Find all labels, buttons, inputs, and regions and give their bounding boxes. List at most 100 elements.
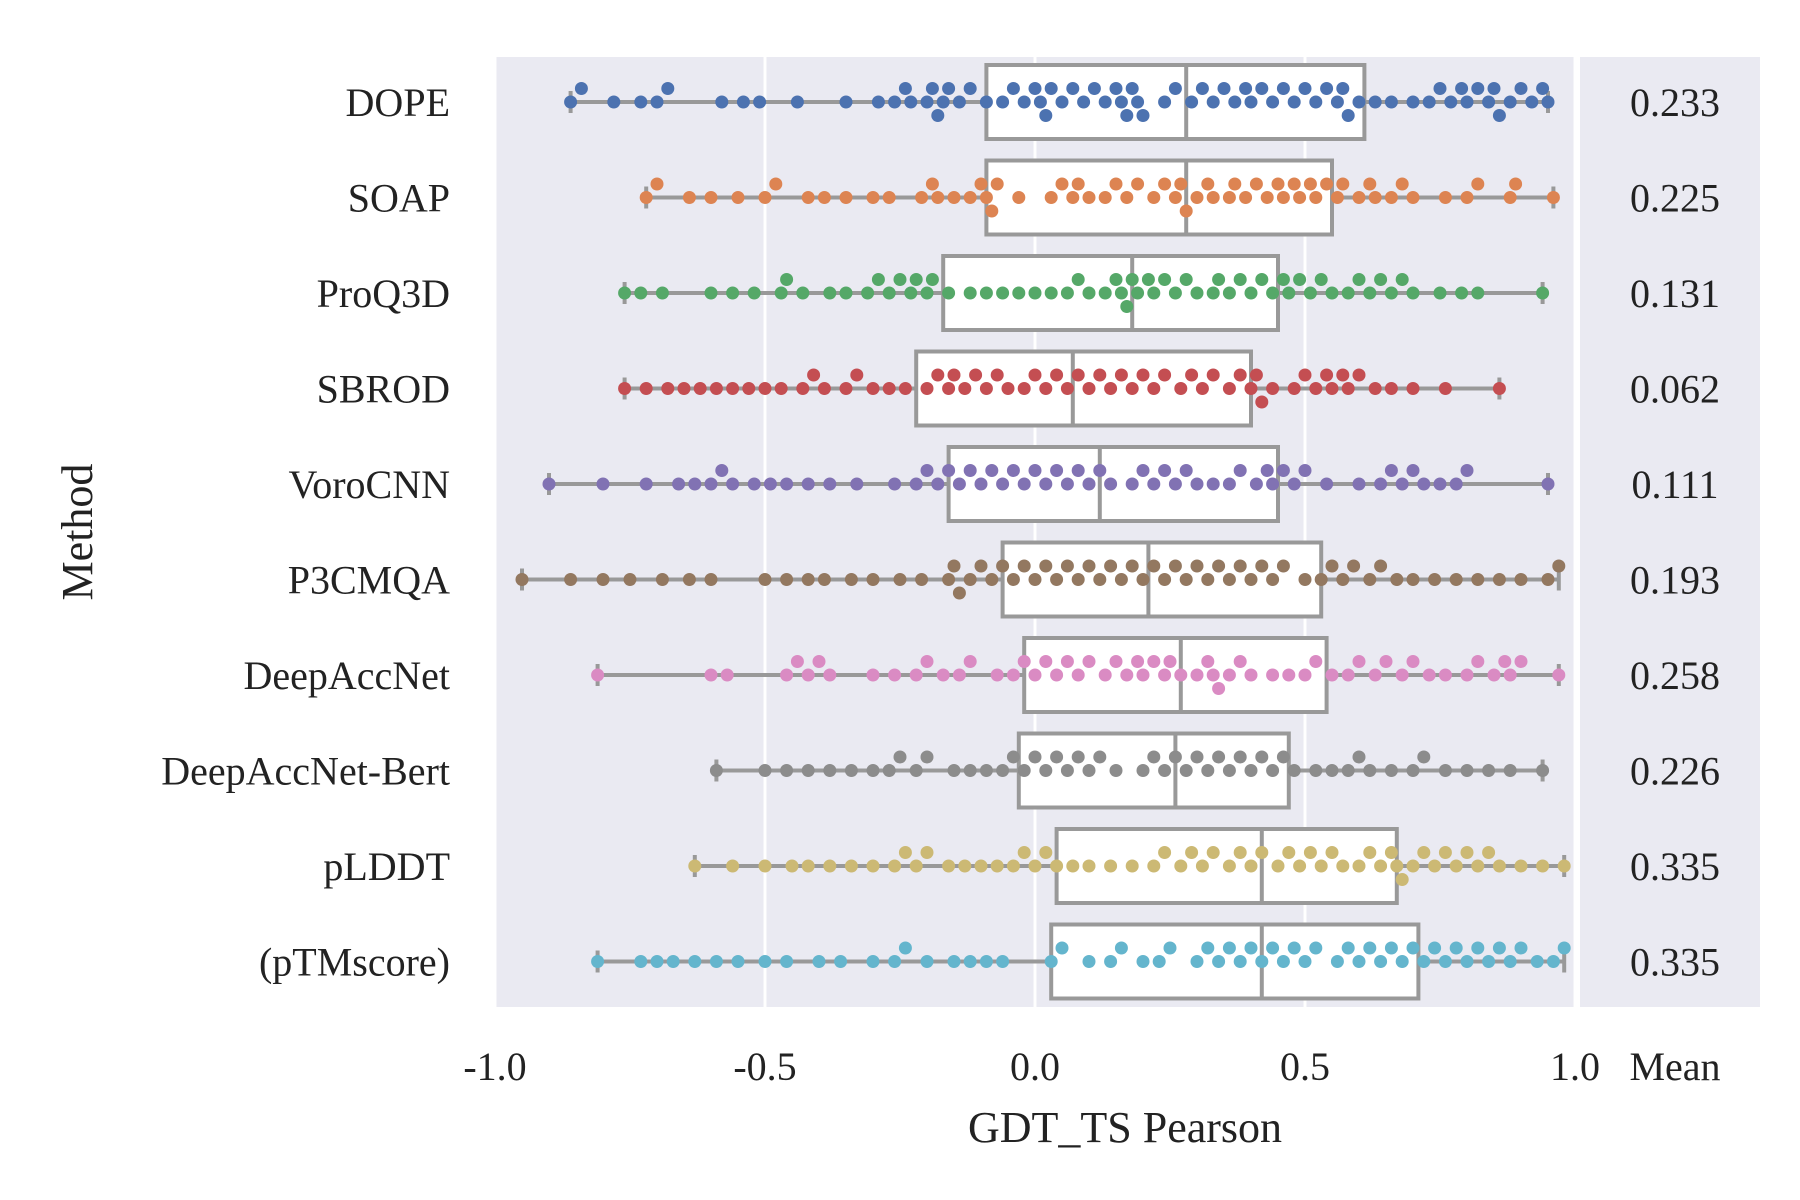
swarm-point bbox=[909, 859, 923, 873]
swarm-point bbox=[1309, 941, 1323, 955]
swarm-point bbox=[1293, 191, 1307, 204]
swarm-point bbox=[1276, 955, 1290, 968]
swarm-point bbox=[1033, 95, 1047, 109]
swarm-point bbox=[1071, 464, 1085, 477]
swarm-point bbox=[1271, 859, 1285, 873]
swarm-point bbox=[1060, 286, 1074, 300]
swarm-point bbox=[839, 286, 853, 300]
swarm-point bbox=[1341, 668, 1355, 682]
method-label: DOPE bbox=[346, 80, 450, 125]
swarm-point bbox=[1060, 477, 1074, 491]
swarm-point bbox=[758, 573, 772, 586]
swarm-point bbox=[963, 655, 977, 668]
swarm-point bbox=[1276, 82, 1290, 95]
swarm-point bbox=[1158, 464, 1172, 477]
swarm-point bbox=[1509, 177, 1523, 191]
swarm-point bbox=[1190, 191, 1204, 204]
swarm-point bbox=[839, 95, 853, 109]
swarm-point bbox=[1082, 191, 1096, 204]
swarm-point bbox=[1546, 955, 1560, 968]
swarm-point bbox=[1201, 655, 1215, 668]
swarm-point bbox=[893, 750, 907, 764]
swarm-point bbox=[677, 382, 691, 395]
swarm-point bbox=[925, 273, 939, 286]
swarm-point bbox=[1541, 95, 1555, 109]
swarm-point bbox=[1222, 286, 1236, 300]
swarm-point bbox=[1087, 82, 1101, 95]
swarm-point bbox=[1390, 859, 1404, 873]
swarm-point bbox=[1131, 95, 1145, 109]
swarm-point bbox=[1287, 941, 1301, 955]
swarm-point bbox=[1546, 191, 1560, 204]
swarm-point bbox=[823, 764, 837, 777]
swarm-point bbox=[1320, 477, 1334, 491]
swarm-series bbox=[618, 368, 1506, 409]
swarm-point bbox=[1298, 464, 1312, 477]
swarm-point bbox=[963, 955, 977, 968]
swarm-point bbox=[979, 191, 993, 204]
swarm-point bbox=[801, 859, 815, 873]
swarm-point bbox=[974, 559, 988, 573]
swarm-point bbox=[1206, 668, 1220, 682]
swarm-point bbox=[1260, 191, 1274, 204]
swarm-point bbox=[920, 95, 934, 109]
swarm-point bbox=[1125, 477, 1139, 491]
swarm-point bbox=[1109, 82, 1123, 95]
swarm-point bbox=[888, 668, 902, 682]
swarm-point bbox=[1363, 846, 1377, 859]
swarm-point bbox=[801, 764, 815, 777]
x-tick-label: 0.5 bbox=[1280, 1044, 1330, 1089]
swarm-point bbox=[1460, 95, 1474, 109]
swarm-point bbox=[1298, 573, 1312, 586]
swarm-point bbox=[817, 191, 831, 204]
swarm-point bbox=[1098, 95, 1112, 109]
swarm-point bbox=[1255, 750, 1269, 764]
swarm-point bbox=[1384, 191, 1398, 204]
swarm-point bbox=[1552, 559, 1566, 573]
swarm-point bbox=[1017, 382, 1031, 395]
swarm-point bbox=[1039, 764, 1053, 777]
swarm-point bbox=[1206, 95, 1220, 109]
swarm-point bbox=[1363, 286, 1377, 300]
swarm-point bbox=[1471, 177, 1485, 191]
swarm-point bbox=[909, 764, 923, 777]
swarm-point bbox=[1222, 573, 1236, 586]
swarm-series bbox=[591, 941, 1571, 968]
swarm-point bbox=[839, 191, 853, 204]
swarm-point bbox=[1514, 82, 1528, 95]
swarm-point bbox=[796, 382, 810, 395]
swarm-series bbox=[688, 846, 1571, 886]
swarm-point bbox=[1341, 382, 1355, 395]
swarm-point bbox=[1071, 273, 1085, 286]
swarm-point bbox=[1498, 655, 1512, 668]
swarm-point bbox=[1492, 941, 1506, 955]
swarm-point bbox=[1536, 82, 1550, 95]
swarm-point bbox=[963, 191, 977, 204]
swarm-point bbox=[1028, 82, 1042, 95]
swarm-point bbox=[1201, 573, 1215, 586]
swarm-point bbox=[866, 668, 880, 682]
swarm-point bbox=[1158, 846, 1172, 859]
swarm-point bbox=[1449, 573, 1463, 586]
swarm-point bbox=[947, 955, 961, 968]
swarm-point bbox=[1158, 273, 1172, 286]
swarm-point bbox=[731, 955, 745, 968]
swarm-point bbox=[1071, 668, 1085, 682]
swarm-point bbox=[963, 764, 977, 777]
swarm-point bbox=[1503, 764, 1517, 777]
swarm-point bbox=[963, 82, 977, 95]
swarm-point bbox=[1276, 464, 1290, 477]
swarm-point bbox=[693, 382, 707, 395]
swarm-point bbox=[1336, 859, 1350, 873]
swarm-point bbox=[1422, 668, 1436, 682]
mean-value: 0.111 bbox=[1631, 462, 1718, 507]
swarm-point bbox=[1206, 286, 1220, 300]
swarm-point bbox=[1152, 955, 1166, 968]
swarm-point bbox=[952, 586, 966, 600]
swarm-point bbox=[1098, 668, 1112, 682]
swarm-point bbox=[1406, 382, 1420, 395]
swarm-point bbox=[1060, 764, 1074, 777]
swarm-point bbox=[1552, 668, 1566, 682]
swarm-point bbox=[1158, 764, 1172, 777]
swarm-point bbox=[1017, 764, 1031, 777]
